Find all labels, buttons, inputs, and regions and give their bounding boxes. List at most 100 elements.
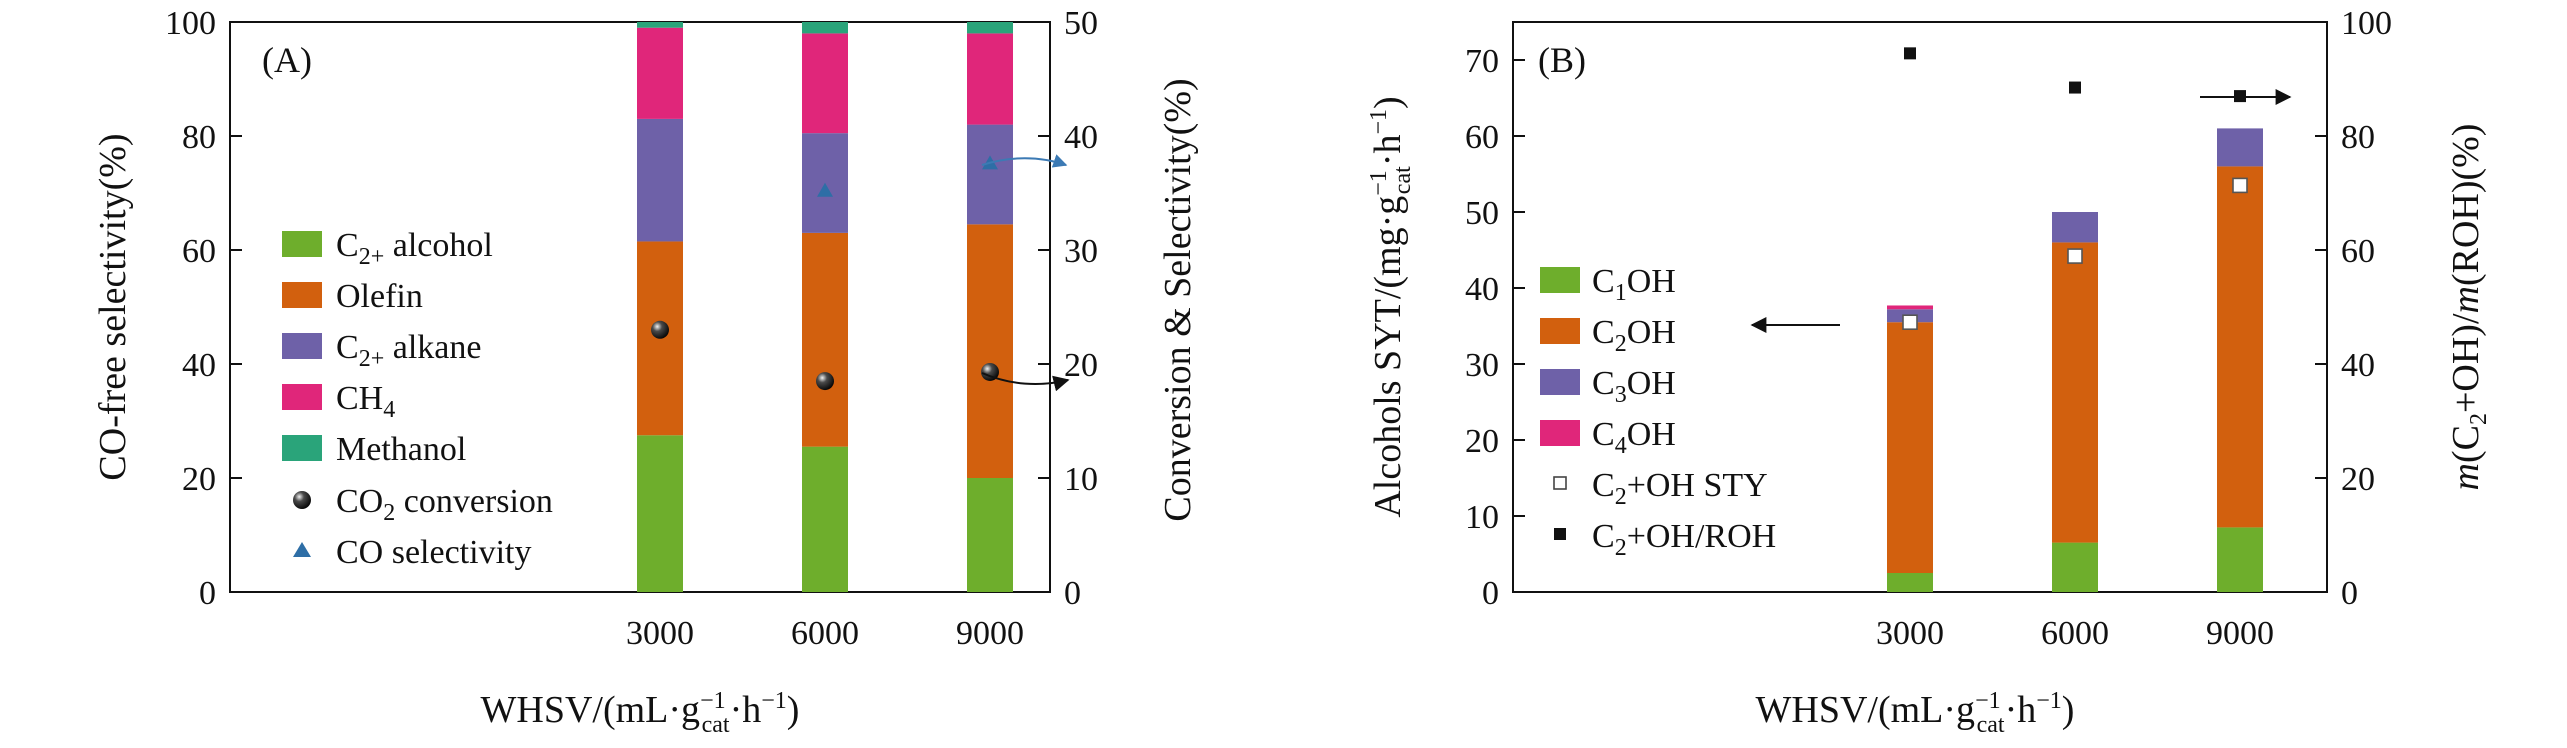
panel-a-legend: C2+ alcohol Olefin C2+ alkane CH4 Methan… [282, 227, 553, 571]
legend-item: Olefin [282, 278, 423, 315]
y2-tick-label: 0 [2341, 575, 2358, 612]
marker-co-selectivity-6000 [817, 182, 833, 197]
panel-a: (A) 0 20 40 60 80 100 0 10 20 30 40 50 3000 6000 900… [92, 5, 1199, 738]
panel-a-selectivity-arrow [981, 154, 1068, 168]
legend-label: C3OH [1592, 365, 1676, 408]
panel-a-y2-axis-title: Conversion & Selectivity(%) [1157, 78, 1199, 521]
bar-c4oh-3000 [1887, 305, 1933, 310]
y-tick-label: 0 [1482, 575, 1499, 612]
panel-a-x-axis-title: WHSV/(mL·g−1 cat·h−1) [481, 688, 800, 738]
y-tick-label: 60 [182, 233, 216, 270]
bar-methanol-6000 [802, 22, 848, 34]
panel-b-y-axis-title: Alcohols SYT/(mg·g−1cat·h−1) [1366, 96, 1416, 517]
marker-co2-conversion-3000 [651, 320, 669, 339]
legend-item: CO2 conversion [293, 483, 553, 526]
y-tick-label: 0 [199, 575, 216, 612]
panel-a-bars [637, 22, 1013, 592]
panel-a-x-axis: 3000 6000 9000 [626, 615, 1024, 652]
panel-a-conversion-arrow [981, 372, 1070, 392]
panel-b-bars [1887, 128, 2263, 592]
legend-marker-ratio [1554, 528, 1566, 540]
y-tick-label: 60 [1465, 119, 1499, 156]
y2-tick-label: 10 [1064, 461, 1098, 498]
legend-item: CO selectivity [293, 534, 531, 571]
panel-b-left-axis: 0 10 20 30 40 50 60 70 [1465, 43, 1525, 612]
legend-item: C2+ alkane [282, 329, 481, 372]
panel-b-right-axis: 0 20 40 60 80 100 [2315, 5, 2392, 612]
legend-swatch-c1oh [1540, 267, 1580, 293]
y-tick-label: 100 [165, 5, 216, 42]
bar-c1oh-6000 [2052, 542, 2098, 592]
marker-c2-oh-roh-6000 [2069, 81, 2081, 94]
y-tick-label: 20 [1465, 423, 1499, 460]
panel-a-label: (A) [262, 40, 312, 80]
x-tick-label: 6000 [791, 615, 859, 652]
bar-c2oh-6000 [2052, 242, 2098, 543]
legend-item: C1OH [1540, 263, 1676, 306]
bar-c3oh-9000 [2217, 128, 2263, 167]
legend-swatch-methanol [282, 435, 322, 461]
legend-swatch-olefin [282, 282, 322, 308]
legend-item: C2+OH/ROH [1554, 518, 1776, 561]
legend-swatch-c2oh [1540, 318, 1580, 344]
bar-c2-alcohol-9000 [967, 478, 1013, 592]
y-tick-label: 40 [1465, 271, 1499, 308]
panel-b: (B) 0 10 20 30 40 50 60 70 0 20 40 60 80 100 3000 600… [1366, 5, 2492, 738]
panel-a-left-axis: 0 20 40 60 80 100 [165, 5, 242, 612]
y-tick-label: 50 [1465, 195, 1499, 232]
legend-item: CH4 [282, 380, 395, 423]
y2-tick-label: 80 [2341, 119, 2375, 156]
bar-c3oh-6000 [2052, 212, 2098, 243]
legend-item: C3OH [1540, 365, 1676, 408]
y2-tick-label: 50 [1064, 5, 1098, 42]
bar-c2-alcohol-6000 [802, 446, 848, 592]
legend-item: C2+OH STY [1553, 467, 1768, 510]
panel-b-legend: C1OH C2OH C3OH C4OH C2+OH STY C2+OH/ROH [1540, 263, 1776, 561]
y2-tick-label: 100 [2341, 5, 2392, 42]
legend-label: CH4 [336, 380, 395, 423]
bar-olefin-9000 [967, 224, 1013, 478]
marker-c2-oh-roh-3000 [1904, 47, 1916, 60]
y-tick-label: 30 [1465, 347, 1499, 384]
y2-tick-label: 0 [1064, 575, 1081, 612]
panel-b-y2-axis-title: m(C2+OH)/m(ROH)(%) [2445, 124, 2492, 491]
legend-swatch-c2-alcohol [282, 231, 322, 257]
marker-c2-oh-sty-9000 [2232, 177, 2248, 194]
x-tick-label: 6000 [2041, 615, 2109, 652]
y2-tick-label: 40 [1064, 119, 1098, 156]
panel-b-x-axis-title: WHSV/(mL·g−1 cat·h−1) [1756, 688, 2075, 738]
bar-olefin-6000 [802, 232, 848, 447]
legend-label: C4OH [1592, 416, 1676, 459]
legend-swatch-c3oh [1540, 369, 1580, 395]
bar-c2oh-9000 [2217, 166, 2263, 528]
panel-a-markers [651, 155, 999, 391]
bar-c2-alkane-9000 [967, 124, 1013, 225]
y2-tick-label: 20 [1064, 347, 1098, 384]
panel-b-markers [1902, 47, 2248, 331]
bar-ch4-6000 [802, 33, 848, 134]
x-tick-label: 9000 [956, 615, 1024, 652]
panel-a-right-axis: 0 10 20 30 40 50 [1038, 5, 1098, 612]
legend-item: C2+ alcohol [282, 227, 493, 270]
bar-ch4-3000 [637, 27, 683, 119]
legend-label: C2+ alkane [336, 329, 481, 372]
legend-label: C2+OH/ROH [1592, 518, 1776, 561]
legend-item: C4OH [1540, 416, 1676, 459]
legend-label: C1OH [1592, 263, 1676, 306]
bar-c2-alcohol-3000 [637, 435, 683, 592]
legend-label: CO selectivity [336, 534, 531, 571]
panel-b-label: (B) [1538, 40, 1586, 80]
bar-methanol-3000 [637, 22, 683, 28]
y-tick-label: 70 [1465, 43, 1499, 80]
y2-tick-label: 20 [2341, 461, 2375, 498]
x-tick-label: 3000 [1876, 615, 1944, 652]
legend-label: Methanol [336, 431, 466, 468]
marker-c2-oh-sty-3000 [1902, 314, 1918, 331]
bar-c1oh-9000 [2217, 527, 2263, 592]
bar-c1oh-3000 [1887, 573, 1933, 592]
x-tick-label: 9000 [2206, 615, 2274, 652]
bar-c2-alkane-3000 [637, 118, 683, 242]
y-tick-label: 20 [182, 461, 216, 498]
y2-tick-label: 40 [2341, 347, 2375, 384]
